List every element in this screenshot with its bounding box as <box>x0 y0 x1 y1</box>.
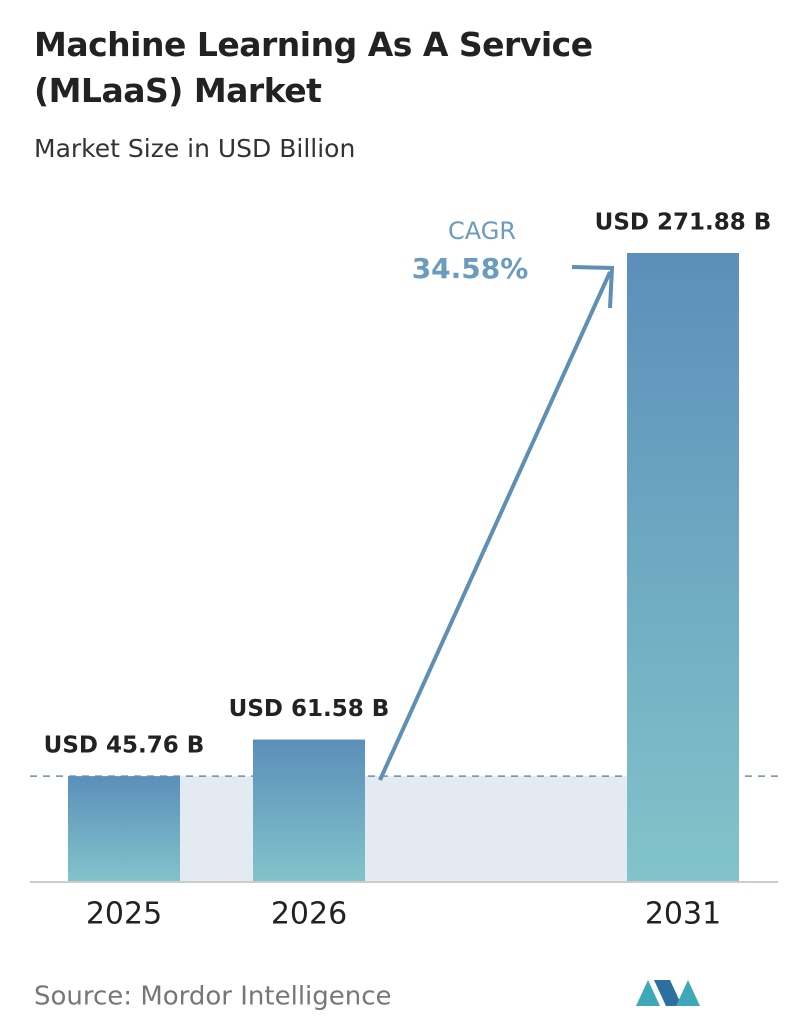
x-tick-label: 2025 <box>86 897 162 932</box>
bar <box>627 253 739 882</box>
value-label: USD 271.88 B <box>595 210 772 236</box>
cagr-arrow <box>378 265 615 781</box>
value-label: USD 61.58 B <box>229 696 390 722</box>
logo <box>636 980 700 1006</box>
chart-title: Machine Learning As A Service (MLaaS) Ma… <box>34 25 593 110</box>
source: Source: Mordor Intelligence <box>34 982 392 1012</box>
x-tick-label: 2026 <box>271 897 347 932</box>
chart-subtitle: Market Size in USD Billion <box>34 134 356 163</box>
cagr-value: 34.58% <box>412 252 529 285</box>
value-label: USD 45.76 B <box>44 733 205 759</box>
cagr-label: CAGR <box>448 217 516 245</box>
reference-band <box>180 776 627 882</box>
bar <box>68 776 180 882</box>
x-tick-label: 2031 <box>645 897 721 932</box>
bar <box>253 739 365 882</box>
